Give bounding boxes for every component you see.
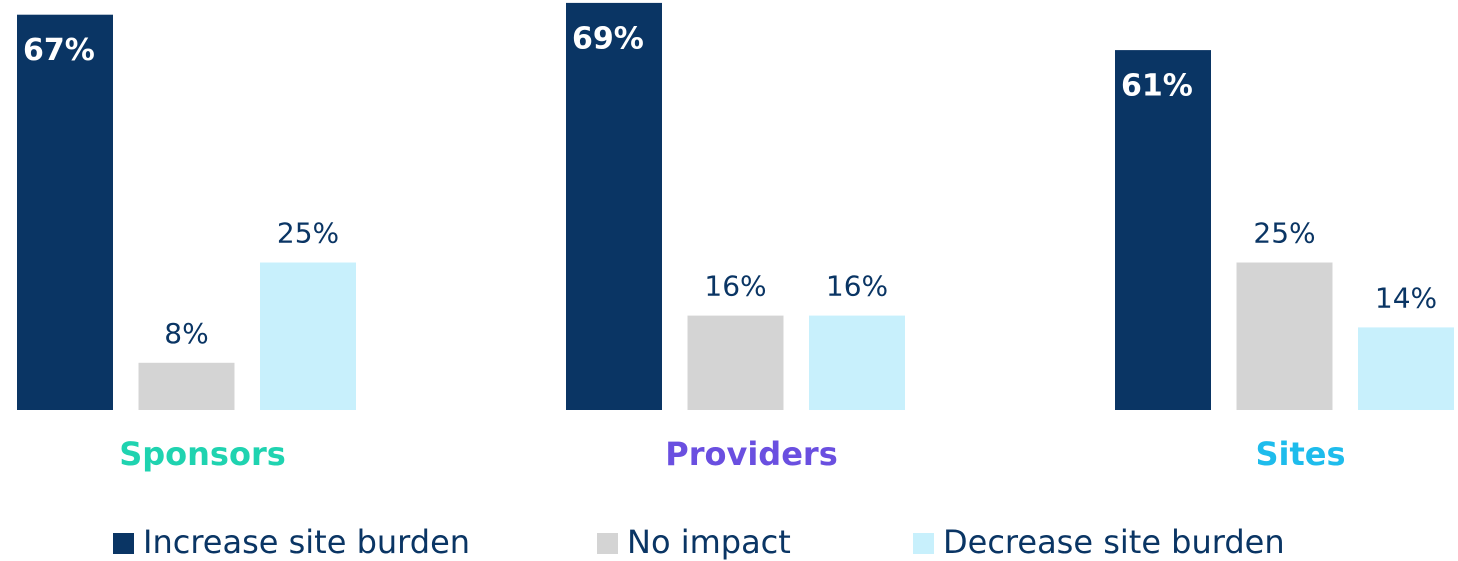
bar bbox=[17, 14, 113, 410]
bar bbox=[566, 2, 662, 411]
value-label: 14% bbox=[1375, 281, 1437, 314]
category-label: Providers bbox=[665, 435, 837, 473]
bar bbox=[1236, 262, 1333, 410]
value-label: 61% bbox=[1121, 69, 1193, 104]
bar bbox=[138, 362, 235, 410]
bar bbox=[1358, 327, 1454, 410]
legend-swatch bbox=[113, 533, 134, 554]
value-label: 25% bbox=[277, 217, 339, 250]
legend-label: Decrease site burden bbox=[943, 523, 1285, 561]
legend-swatch bbox=[913, 533, 934, 554]
bar bbox=[260, 262, 356, 410]
bar bbox=[809, 315, 905, 410]
value-label: 25% bbox=[1253, 217, 1315, 250]
category-label: Sites bbox=[1255, 435, 1345, 473]
legend-swatch bbox=[597, 533, 618, 554]
value-label: 67% bbox=[23, 33, 95, 68]
legend-label: Increase site burden bbox=[143, 523, 470, 561]
value-label: 8% bbox=[164, 317, 208, 350]
bar bbox=[687, 315, 784, 410]
value-label: 16% bbox=[826, 270, 888, 303]
bar bbox=[1115, 50, 1211, 410]
value-label: 69% bbox=[572, 21, 644, 56]
value-label: 16% bbox=[704, 270, 766, 303]
legend-label: No impact bbox=[627, 523, 791, 561]
category-label: Sponsors bbox=[119, 435, 286, 473]
